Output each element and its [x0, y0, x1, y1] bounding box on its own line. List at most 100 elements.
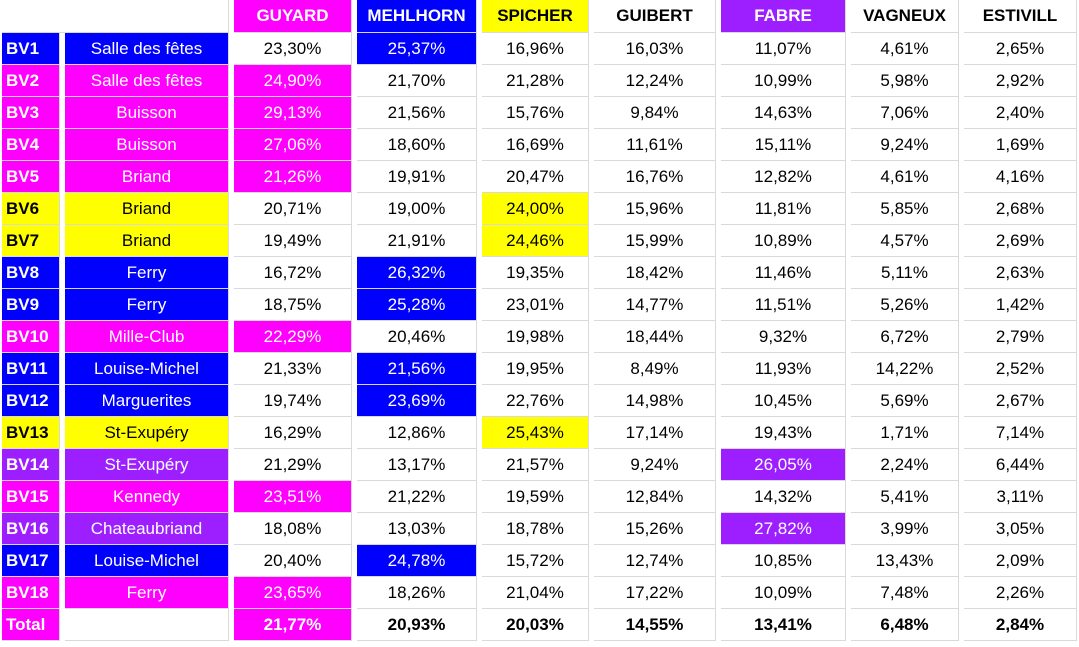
value-cell-vagneux: 2,24% [851, 449, 959, 481]
bureau-place: Salle des fêtes [65, 65, 229, 97]
value-cell-estivill: 2,79% [964, 321, 1077, 353]
table-row: BV18 Ferry 23,65% 18,26% 21,04% 17,22% 10,09% 7… [2, 577, 1077, 609]
bureau-id: BV5 [2, 161, 60, 193]
value-cell-vagneux: 5,41% [851, 481, 959, 513]
value-cell-guyard: 20,40% [234, 545, 352, 577]
value-cell-spicher: 19,98% [482, 321, 589, 353]
value-cell-spicher: 22,76% [482, 385, 589, 417]
table-row: BV14 St-Exupéry 21,29% 13,17% 21,57% 9,24% 26,… [2, 449, 1077, 481]
value-cell-vagneux: 13,43% [851, 545, 959, 577]
value-cell-guibert: 9,84% [594, 97, 716, 129]
value-cell-spicher: 21,04% [482, 577, 589, 609]
bureau-place: Mille-Club [65, 321, 229, 353]
value-cell-spicher: 21,57% [482, 449, 589, 481]
value-cell-spicher: 18,78% [482, 513, 589, 545]
bureau-id: BV10 [2, 321, 60, 353]
value-cell-estivill: 4,16% [964, 161, 1077, 193]
value-cell-estivill: 2,69% [964, 225, 1077, 257]
value-cell-vagneux: 5,98% [851, 65, 959, 97]
value-cell-estivill: 2,09% [964, 545, 1077, 577]
value-cell-guyard: 16,72% [234, 257, 352, 289]
value-cell-guibert: 15,26% [594, 513, 716, 545]
value-cell-mehlhorn: 26,32% [357, 257, 477, 289]
value-cell-vagneux: 5,85% [851, 193, 959, 225]
bureau-place: Louise-Michel [65, 353, 229, 385]
value-cell-guibert: 12,74% [594, 545, 716, 577]
bureau-place: Kennedy [65, 481, 229, 513]
value-cell-guyard: 20,71% [234, 193, 352, 225]
value-cell-mehlhorn: 25,28% [357, 289, 477, 321]
table-row: BV17 Louise-Michel 20,40% 24,78% 15,72% 12,74… [2, 545, 1077, 577]
value-cell-mehlhorn: 21,56% [357, 97, 477, 129]
value-cell-guyard: 16,29% [234, 417, 352, 449]
table-row: BV4 Buisson 27,06% 18,60% 16,69% 11,61% 15,11%… [2, 129, 1077, 161]
value-cell-guyard: 18,75% [234, 289, 352, 321]
bureau-id: BV1 [2, 33, 60, 65]
value-cell-mehlhorn: 18,60% [357, 129, 477, 161]
bureau-place: Briand [65, 225, 229, 257]
value-cell-fabre: 15,11% [721, 129, 846, 161]
bureau-place: Chateaubriand [65, 513, 229, 545]
value-cell-mehlhorn: 21,56% [357, 353, 477, 385]
bureau-id: BV8 [2, 257, 60, 289]
value-cell-guibert: 8,49% [594, 353, 716, 385]
table-row: BV10 Mille-Club 22,29% 20,46% 19,98% 18,44% 9,… [2, 321, 1077, 353]
value-cell-guibert: 15,99% [594, 225, 716, 257]
total-value-guyard: 21,77% [234, 609, 352, 641]
total-label: Total [2, 609, 60, 641]
bureau-id: BV2 [2, 65, 60, 97]
value-cell-guyard: 21,29% [234, 449, 352, 481]
value-cell-fabre: 14,63% [721, 97, 846, 129]
bureau-place: Ferry [65, 289, 229, 321]
total-blank-cell [65, 609, 229, 641]
value-cell-estivill: 2,52% [964, 353, 1077, 385]
value-cell-guibert: 11,61% [594, 129, 716, 161]
header-fabre: FABRE [721, 0, 846, 33]
value-cell-spicher: 19,59% [482, 481, 589, 513]
value-cell-guyard: 21,33% [234, 353, 352, 385]
bureau-id: BV17 [2, 545, 60, 577]
value-cell-mehlhorn: 19,00% [357, 193, 477, 225]
value-cell-vagneux: 9,24% [851, 129, 959, 161]
value-cell-vagneux: 4,61% [851, 161, 959, 193]
value-cell-spicher: 19,35% [482, 257, 589, 289]
bureau-place: Louise-Michel [65, 545, 229, 577]
value-cell-guibert: 14,98% [594, 385, 716, 417]
table-row: BV16 Chateaubriand 18,08% 13,03% 18,78% 15,26… [2, 513, 1077, 545]
value-cell-mehlhorn: 21,91% [357, 225, 477, 257]
value-cell-fabre: 10,85% [721, 545, 846, 577]
value-cell-guibert: 15,96% [594, 193, 716, 225]
bureau-place: Marguerites [65, 385, 229, 417]
value-cell-fabre: 27,82% [721, 513, 846, 545]
total-value-vagneux: 6,48% [851, 609, 959, 641]
value-cell-vagneux: 4,57% [851, 225, 959, 257]
value-cell-mehlhorn: 13,03% [357, 513, 477, 545]
value-cell-fabre: 12,82% [721, 161, 846, 193]
bureau-id: BV14 [2, 449, 60, 481]
table-row: BV8 Ferry 16,72% 26,32% 19,35% 18,42% 11,46% 5,… [2, 257, 1077, 289]
bureau-place: St-Exupéry [65, 417, 229, 449]
bureau-id: BV13 [2, 417, 60, 449]
table-row: BV3 Buisson 29,13% 21,56% 15,76% 9,84% 14,63% 7… [2, 97, 1077, 129]
bureau-id: BV6 [2, 193, 60, 225]
value-cell-estivill: 3,11% [964, 481, 1077, 513]
table-row: BV13 St-Exupéry 16,29% 12,86% 25,43% 17,14% 19… [2, 417, 1077, 449]
total-value-fabre: 13,41% [721, 609, 846, 641]
value-cell-mehlhorn: 19,91% [357, 161, 477, 193]
bureau-place: Briand [65, 193, 229, 225]
value-cell-fabre: 9,32% [721, 321, 846, 353]
value-cell-estivill: 1,69% [964, 129, 1077, 161]
value-cell-fabre: 10,45% [721, 385, 846, 417]
empty-corner-cell [2, 0, 229, 33]
total-value-spicher: 20,03% [482, 609, 589, 641]
table-row: BV11 Louise-Michel 21,33% 21,56% 19,95% 8,49%… [2, 353, 1077, 385]
table-row: BV15 Kennedy 23,51% 21,22% 19,59% 12,84% 14,32… [2, 481, 1077, 513]
value-cell-guyard: 21,26% [234, 161, 352, 193]
bureau-place: Ferry [65, 257, 229, 289]
value-cell-fabre: 11,46% [721, 257, 846, 289]
value-cell-vagneux: 14,22% [851, 353, 959, 385]
value-cell-spicher: 20,47% [482, 161, 589, 193]
value-cell-vagneux: 7,48% [851, 577, 959, 609]
value-cell-estivill: 2,68% [964, 193, 1077, 225]
